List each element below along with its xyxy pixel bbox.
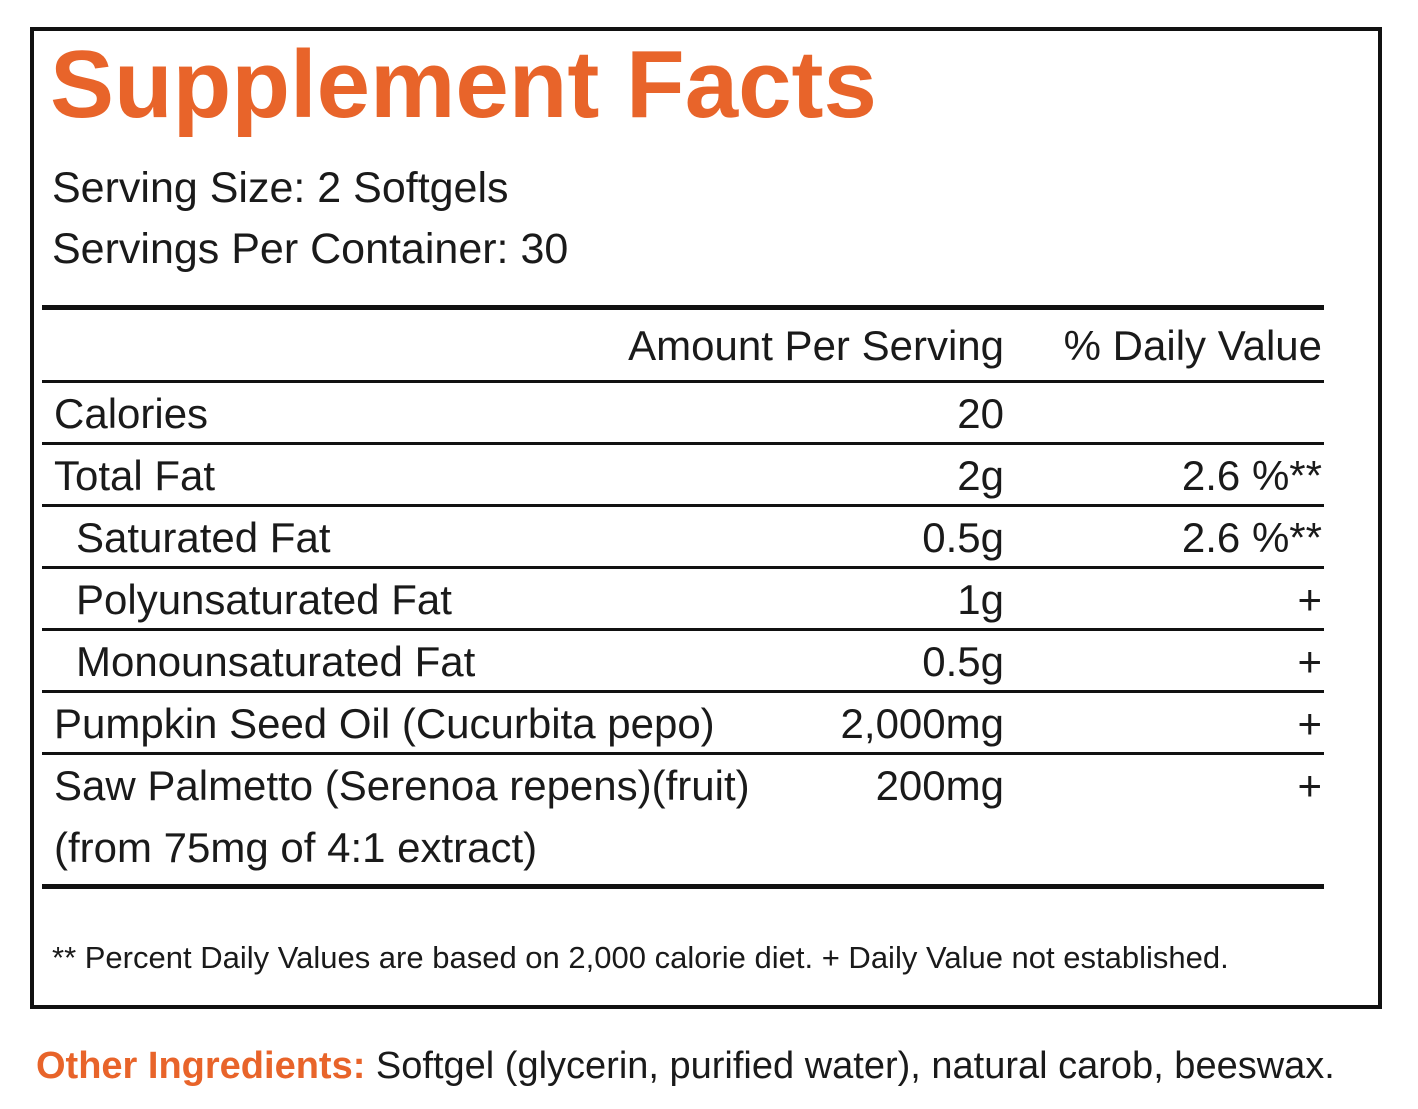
nutrient-name: Monounsaturated Fat bbox=[76, 638, 476, 685]
nutrient-amount: 20 bbox=[957, 390, 1004, 437]
nutrient-name: Total Fat bbox=[54, 452, 216, 499]
servings-per-container: Servings Per Container: 30 bbox=[52, 225, 569, 273]
table-top-rule bbox=[42, 305, 1324, 310]
table-row-pumpkin-seed-oil: Pumpkin Seed Oil (Cucurbita pepo) 2,000m… bbox=[42, 693, 1324, 752]
table-header-row: Amount Per Serving % Daily Value bbox=[42, 310, 1324, 380]
nutrient-name: Polyunsaturated Fat bbox=[76, 576, 452, 623]
nutrient-daily-value: 2.6 %** bbox=[1181, 452, 1322, 499]
table-row-calories: Calories 20 bbox=[42, 383, 1324, 442]
nutrient-amount: 2,000mg bbox=[840, 700, 1004, 747]
nutrient-amount: 0.5g bbox=[922, 514, 1004, 561]
nutrient-daily-value: + bbox=[1297, 638, 1322, 685]
table-row-saw-palmetto: Saw Palmetto (Serenoa repens)(fruit) (fr… bbox=[42, 755, 1324, 884]
row-divider bbox=[42, 566, 1324, 569]
table-row-saturated-fat: Saturated Fat 0.5g 2.6 %** bbox=[42, 507, 1324, 566]
nutrient-amount: 2g bbox=[957, 452, 1004, 499]
other-ingredients-label: Other Ingredients: bbox=[36, 1045, 366, 1087]
serving-size: Serving Size: 2 Softgels bbox=[52, 164, 509, 212]
nutrient-name-line2: (from 75mg of 4:1 extract) bbox=[54, 824, 538, 871]
row-divider bbox=[42, 752, 1324, 755]
row-divider bbox=[42, 628, 1324, 631]
page-title: Supplement Facts bbox=[50, 31, 877, 138]
nutrient-amount: 0.5g bbox=[922, 638, 1004, 685]
table-bottom-rule bbox=[42, 884, 1324, 889]
nutrient-name-line1: Saw Palmetto (Serenoa repens)(fruit) bbox=[54, 762, 750, 809]
nutrient-daily-value: + bbox=[1297, 762, 1322, 809]
nutrient-amount: 1g bbox=[957, 576, 1004, 623]
nutrient-amount: 200mg bbox=[875, 762, 1004, 809]
footnote: ** Percent Daily Values are based on 2,0… bbox=[52, 940, 1229, 975]
header-daily-value: % Daily Value bbox=[1063, 322, 1322, 369]
supplement-facts-panel bbox=[30, 27, 1382, 1009]
row-divider bbox=[42, 690, 1324, 693]
nutrient-name: Saw Palmetto (Serenoa repens)(fruit) (fr… bbox=[54, 755, 750, 879]
nutrient-name: Pumpkin Seed Oil (Cucurbita pepo) bbox=[54, 700, 715, 747]
row-divider bbox=[42, 442, 1324, 445]
table-row-monounsaturated-fat: Monounsaturated Fat 0.5g + bbox=[42, 631, 1324, 690]
header-amount: Amount Per Serving bbox=[628, 322, 1004, 369]
nutrient-name: Saturated Fat bbox=[76, 514, 331, 561]
nutrient-daily-value: + bbox=[1297, 700, 1322, 747]
row-divider bbox=[42, 380, 1324, 383]
table-row-total-fat: Total Fat 2g 2.6 %** bbox=[42, 445, 1324, 504]
nutrient-name: Calories bbox=[54, 390, 209, 437]
table-row-polyunsaturated-fat: Polyunsaturated Fat 1g + bbox=[42, 569, 1324, 628]
facts-table: Amount Per Serving % Daily Value Calorie… bbox=[42, 305, 1324, 889]
other-ingredients: Other Ingredients: Softgel (glycerin, pu… bbox=[36, 1038, 1335, 1094]
row-divider bbox=[42, 504, 1324, 507]
other-ingredients-text: Softgel (glycerin, purified water), natu… bbox=[365, 1045, 1335, 1087]
nutrient-daily-value: + bbox=[1297, 576, 1322, 623]
nutrient-daily-value: 2.6 %** bbox=[1181, 514, 1322, 561]
